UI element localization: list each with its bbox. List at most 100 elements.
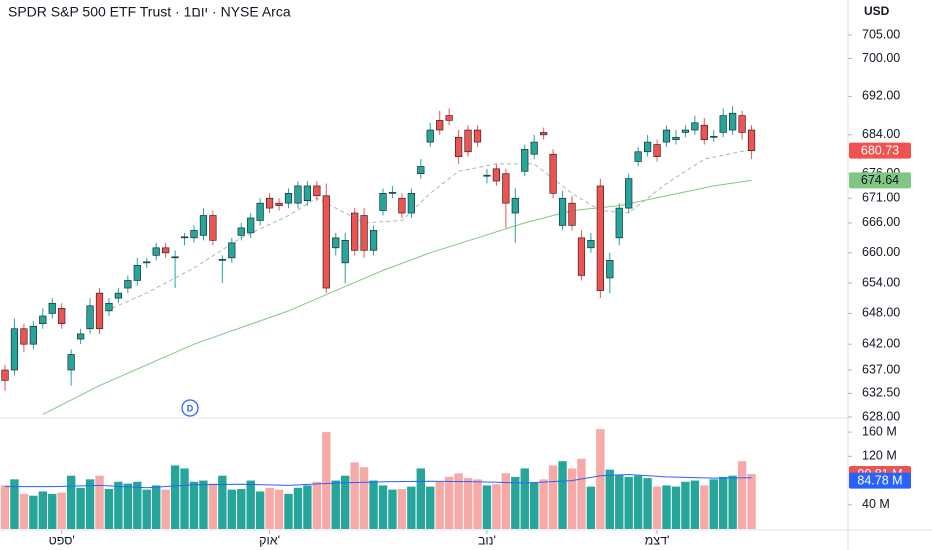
volume-bar [737,461,747,529]
candle [747,125,756,160]
volume-bar [265,487,274,529]
volume-bar [237,489,246,529]
candle-body [568,202,576,226]
volume-bar [681,481,690,529]
volume-bar [331,480,340,529]
candle [124,275,132,294]
volume-ma-label: 84.78 M [857,473,902,487]
candle-body [48,302,56,314]
volume-bar [0,485,10,529]
candle-body [360,215,368,251]
volume-bar [416,468,425,529]
candle-body [379,193,387,211]
volume-bar [19,493,29,529]
y-tick-label: 648.00 [862,306,900,320]
candle [540,127,548,140]
volume-bar [388,489,397,529]
v-tick-label: 160 M [862,424,897,438]
candle-body [729,112,737,131]
candle [10,318,19,376]
candle [265,193,274,214]
candle [237,222,245,241]
candle-body [587,240,595,249]
volume-bar [76,487,85,529]
volume-bar [38,491,47,529]
candle [133,257,141,286]
candle [284,188,293,209]
volume-bar [511,476,520,529]
candle [29,321,37,350]
badge[interactable] [181,399,199,417]
y-tick-label: 637.00 [862,362,900,376]
candle [341,232,349,283]
badge-label[interactable]: D [187,403,194,413]
candle [577,230,586,281]
volume-bar [624,476,633,529]
candle [247,213,255,238]
volume-bar [473,479,482,529]
candle-body [634,151,642,162]
candle [114,288,122,304]
v-tick-label: 120 M [862,449,897,463]
candle [256,198,264,226]
volume-bar [444,476,454,529]
candle-body [445,115,453,121]
candle-body [341,240,349,264]
candle-body [625,178,633,209]
candle-body [643,141,652,153]
volume-bar [350,462,359,529]
volume-bar [397,489,407,529]
candle [95,288,104,334]
volume-bar [142,489,151,529]
ma-label-bg [849,172,911,189]
candle [190,225,198,243]
candle-body [29,325,37,345]
candle [77,328,85,345]
candle [729,105,737,135]
volume-bar [548,465,558,529]
candle-body [351,212,359,251]
y-tick-label: 654.00 [862,275,900,289]
candle-body [511,197,519,214]
candle-body [86,305,94,330]
candle [662,125,671,147]
candle [606,252,614,294]
volume-bar [520,468,529,529]
moving-average [42,179,752,415]
candle [143,257,151,268]
candle-body [10,328,19,371]
volume-bar [29,495,38,529]
volume-bar [662,485,671,529]
candle-body [464,129,472,153]
volume-ma-label-bg [849,472,911,489]
candle-body [162,247,170,254]
candle [549,149,557,199]
volume-bar [615,474,624,529]
volume-bar [633,475,643,529]
candle [634,146,642,167]
candle-body [549,153,557,194]
volume-bar [435,481,444,529]
candle-body [521,149,529,172]
volume-bar [359,467,369,529]
last-price-label-bg [849,142,911,159]
candle [360,208,368,258]
candle-body [190,230,198,239]
candle [398,193,406,218]
volume-bar [104,489,114,529]
candle-body [218,259,226,261]
candle [180,232,189,246]
candle-body [473,129,482,143]
volume-bar [605,469,614,529]
candle-body [710,135,718,138]
candle-body [265,197,274,209]
candle [417,159,425,179]
volume-bar [161,489,170,529]
volume-bar [596,429,605,529]
candle [48,298,56,319]
volume-bar [501,473,511,529]
candle [511,188,519,243]
volume-bar [492,484,501,529]
volume-bar [577,458,586,529]
candle [275,198,283,211]
